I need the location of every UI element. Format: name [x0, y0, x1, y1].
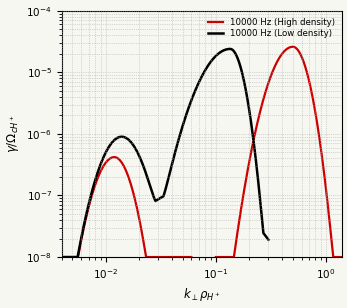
- 10000 Hz (Low density): [87, 201, 91, 204]
- 10000 Hz (High density): [340, 255, 344, 259]
- 10000 Hz (High density): [288, 45, 292, 49]
- Y-axis label: $\gamma/\Omega_{cH^+}$: $\gamma/\Omega_{cH^+}$: [5, 115, 21, 153]
- 10000 Hz (Low density): [129, 141, 134, 144]
- 10000 Hz (High density): [298, 52, 303, 56]
- 10000 Hz (Low density): [168, 169, 172, 172]
- Line: 10000 Hz (High density): 10000 Hz (High density): [216, 47, 342, 257]
- 10000 Hz (High density): [236, 226, 240, 229]
- 10000 Hz (Low density): [266, 238, 270, 241]
- Line: 10000 Hz (Low density): 10000 Hz (Low density): [62, 49, 268, 257]
- 10000 Hz (Low density): [149, 188, 153, 192]
- 10000 Hz (High density): [291, 45, 295, 49]
- Legend: 10000 Hz (High density), 10000 Hz (Low density): 10000 Hz (High density), 10000 Hz (Low d…: [205, 15, 338, 40]
- 10000 Hz (Low density): [94, 174, 99, 178]
- 10000 Hz (Low density): [60, 255, 64, 259]
- 10000 Hz (High density): [246, 165, 251, 169]
- 10000 Hz (High density): [271, 69, 275, 73]
- 10000 Hz (High density): [309, 88, 313, 92]
- 10000 Hz (High density): [214, 255, 218, 259]
- 10000 Hz (Low density): [172, 152, 177, 156]
- X-axis label: $k_\perp\rho_{H^+}$: $k_\perp\rho_{H^+}$: [183, 286, 221, 303]
- 10000 Hz (Low density): [228, 47, 232, 51]
